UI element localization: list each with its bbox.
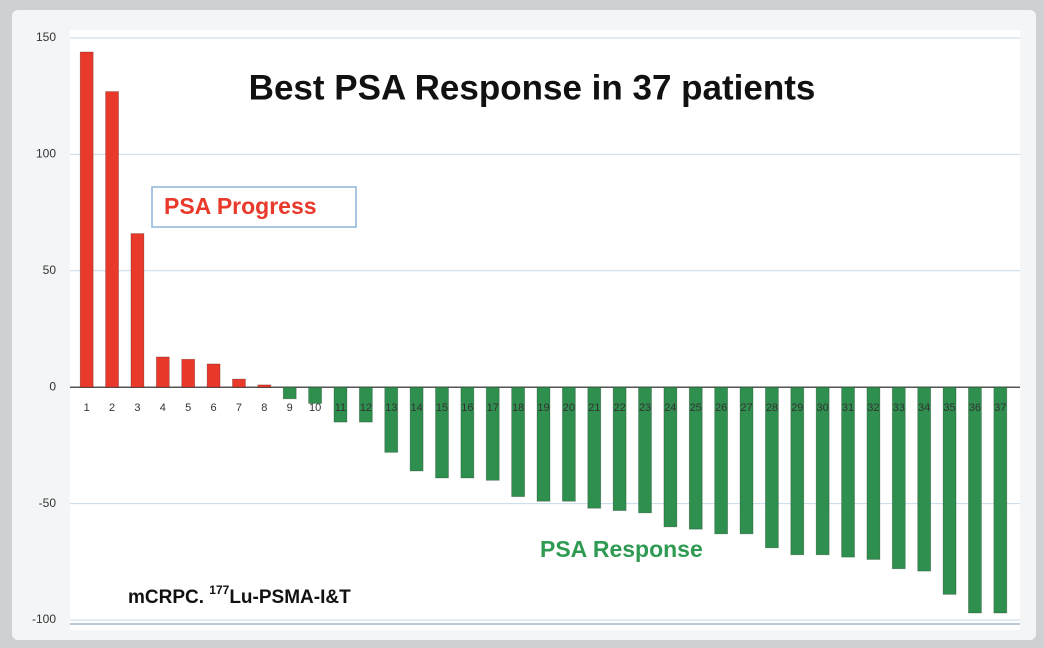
x-tick-label: 25 (690, 402, 702, 414)
x-tick-label: 26 (715, 402, 727, 414)
x-tick-label: 13 (385, 402, 397, 414)
bar (409, 386, 424, 472)
x-tick-label: 31 (842, 402, 854, 414)
y-tick-label: -50 (39, 496, 57, 510)
x-tick-label: 33 (893, 402, 905, 414)
x-tick-label: 37 (994, 402, 1006, 414)
x-tick-label: 1 (84, 402, 90, 414)
bar (181, 358, 196, 388)
chart-title: Best PSA Response in 37 patients (249, 68, 816, 107)
y-tick-label: 50 (43, 263, 57, 277)
bar (714, 386, 729, 535)
x-tick-label: 19 (537, 402, 549, 414)
bar (155, 356, 170, 388)
x-tick-label: 2 (109, 402, 115, 414)
plot-area (70, 30, 1020, 630)
x-tick-label: 24 (664, 402, 676, 414)
bar (536, 386, 551, 502)
bar (257, 384, 272, 388)
x-tick-label: 16 (461, 402, 473, 414)
bar (105, 91, 119, 388)
x-tick-label: 22 (614, 402, 626, 414)
x-tick-label: 28 (766, 402, 778, 414)
x-tick-label: 7 (236, 402, 242, 414)
bar (282, 386, 297, 400)
x-tick-label: 35 (943, 402, 955, 414)
bar (587, 386, 602, 509)
annotation-response: PSA Response (540, 536, 703, 562)
bar (435, 386, 449, 479)
bar (841, 386, 855, 558)
x-tick-label: 20 (563, 402, 575, 414)
bar (638, 386, 652, 514)
bar (917, 386, 932, 572)
x-tick-label: 34 (918, 402, 930, 414)
x-tick-label: 11 (335, 402, 346, 414)
x-tick-label: 23 (639, 402, 651, 414)
annotation-box (151, 186, 357, 228)
x-tick-label: 29 (791, 402, 803, 414)
bar (790, 386, 805, 556)
x-tick-label: 3 (134, 402, 140, 414)
bar (688, 386, 703, 530)
bar (460, 386, 475, 479)
y-tick-label: 0 (49, 379, 56, 393)
x-tick-label: 8 (261, 402, 267, 414)
bar (866, 386, 881, 560)
bar (891, 386, 906, 570)
bar (232, 378, 246, 388)
footnote-prefix: mCRPC. (128, 587, 204, 608)
x-tick-label: 30 (817, 402, 829, 414)
bar (561, 386, 576, 502)
bar (79, 51, 94, 388)
bar (765, 386, 779, 549)
x-tick-label: 32 (867, 402, 879, 414)
bar (968, 386, 982, 614)
bar (358, 386, 373, 423)
x-tick-label: 36 (969, 402, 981, 414)
bar (815, 386, 830, 556)
x-tick-label: 27 (740, 402, 752, 414)
bar (942, 386, 957, 595)
bar (612, 386, 627, 511)
y-tick-label: 100 (36, 147, 56, 161)
x-tick-label: 18 (512, 402, 524, 414)
y-tick-label: -100 (32, 612, 56, 626)
bar (206, 363, 221, 388)
bar (993, 386, 1008, 614)
bar (739, 386, 754, 535)
x-tick-label: 14 (410, 402, 422, 414)
x-tick-label: 5 (185, 402, 191, 414)
footnote-suffix: Lu-PSMA-I&T (229, 587, 351, 608)
x-tick-label: 9 (287, 402, 293, 414)
x-tick-label: 12 (360, 402, 372, 414)
footnote: mCRPC. 177Lu-PSMA-I&T (128, 583, 351, 608)
bar (485, 386, 500, 481)
bar (130, 233, 145, 388)
bar (384, 386, 399, 453)
x-tick-label: 4 (160, 402, 166, 414)
annotation-progress: PSA Progress (164, 193, 317, 219)
bar (308, 386, 322, 404)
bar (333, 386, 348, 423)
x-tick-label: 15 (436, 402, 448, 414)
x-tick-label: 6 (211, 402, 217, 414)
x-tick-label: 17 (487, 402, 499, 414)
footnote-superscript: 177 (209, 583, 229, 597)
x-tick-label: 21 (588, 402, 600, 414)
x-tick-label: 10 (309, 402, 321, 414)
bar (511, 386, 526, 498)
y-tick-label: 150 (36, 30, 56, 44)
bar (663, 386, 678, 528)
